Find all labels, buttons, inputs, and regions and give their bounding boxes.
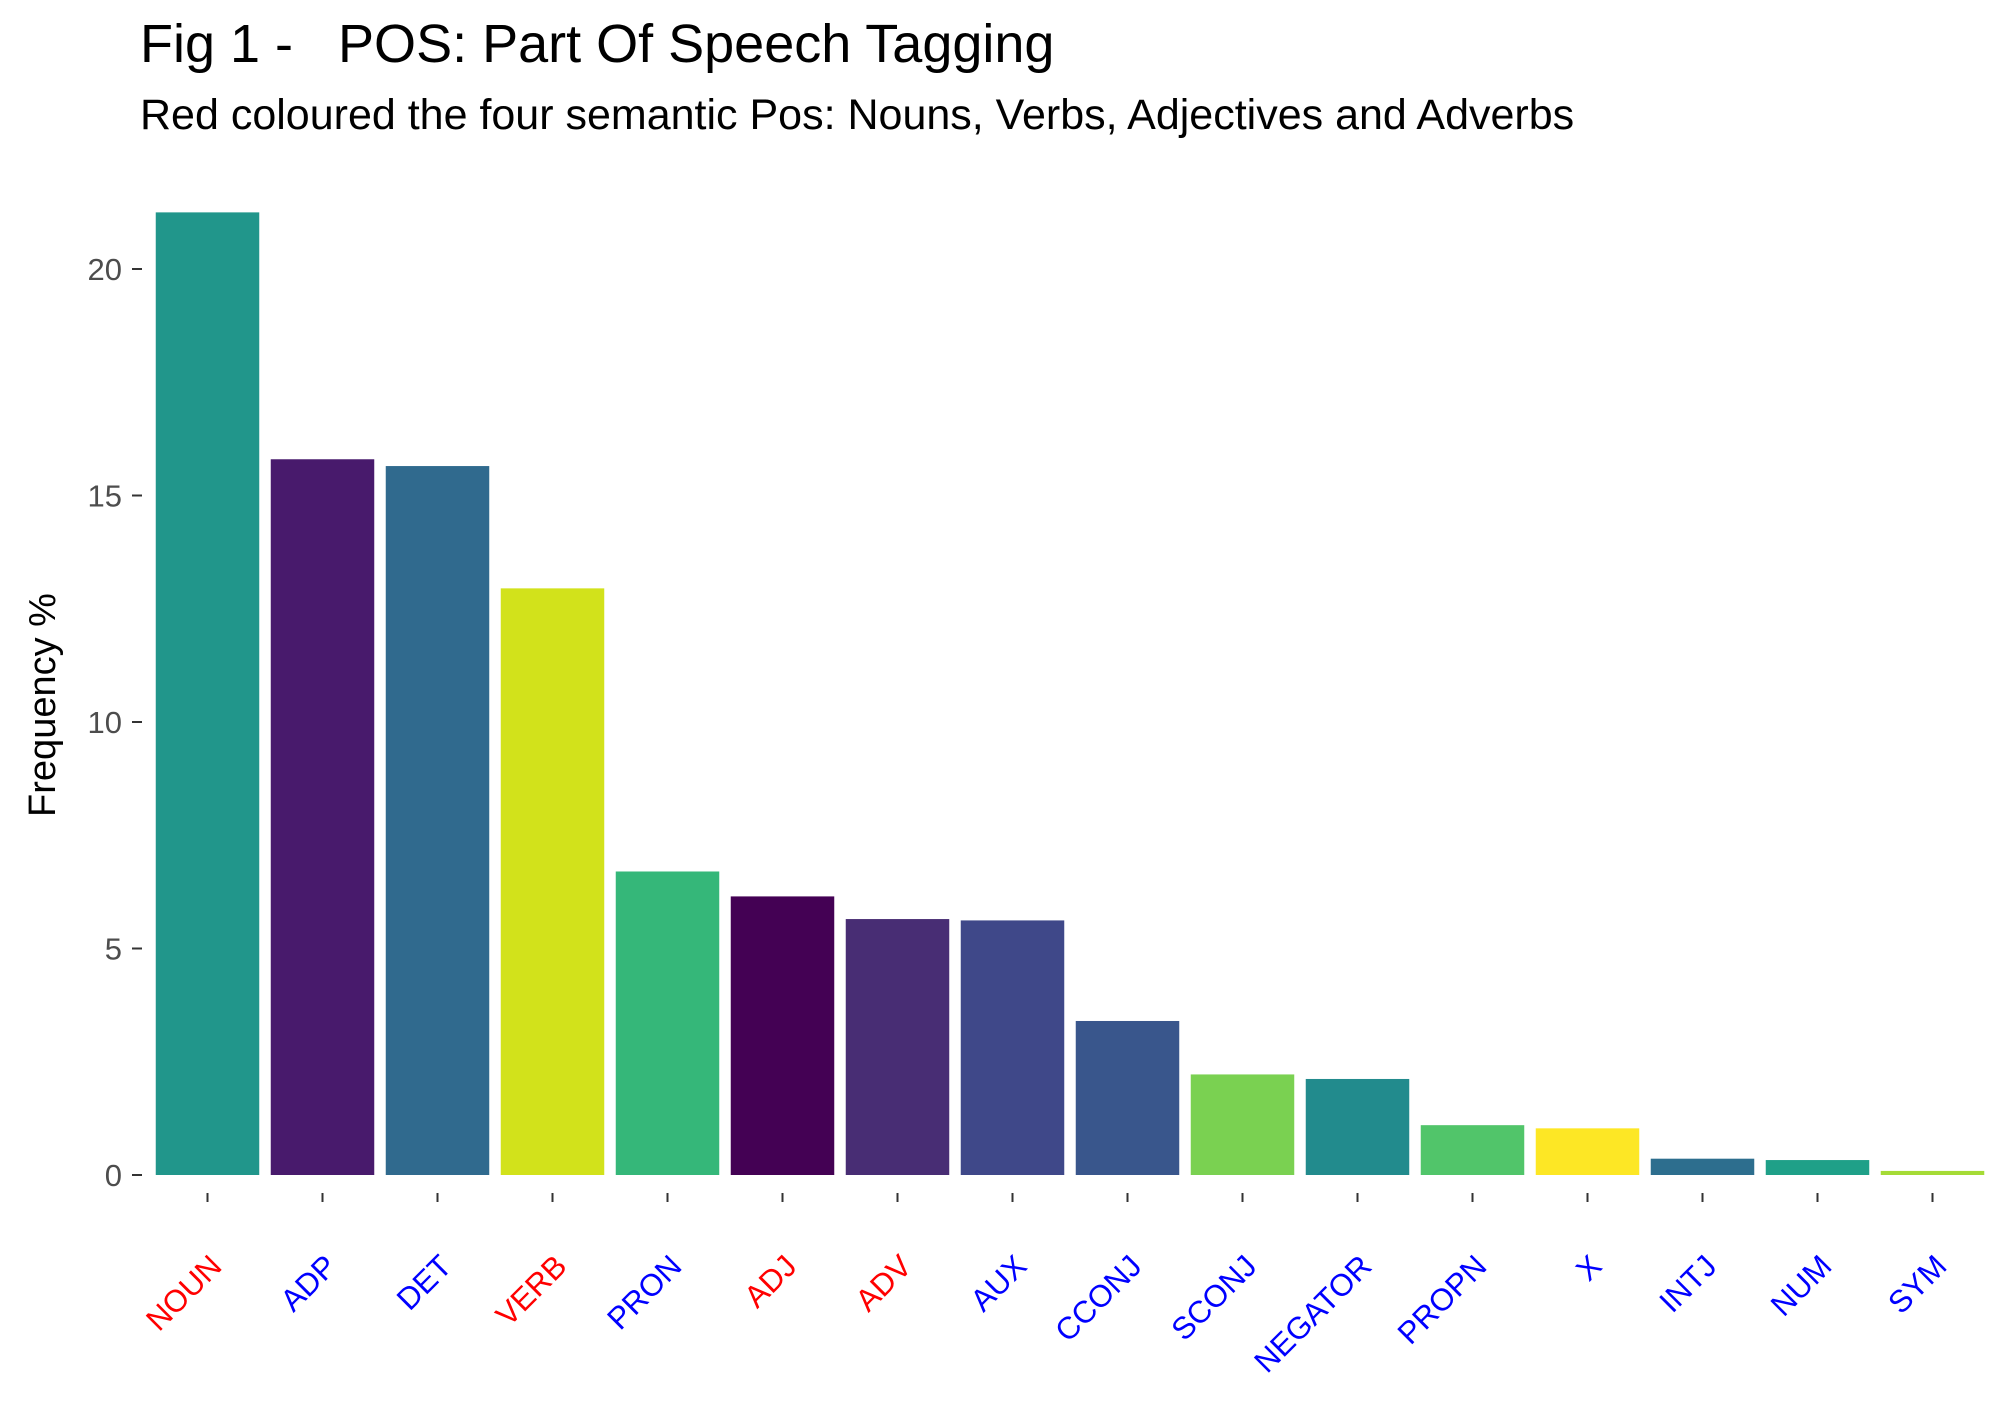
bar-pron — [615, 871, 720, 1175]
bar-negator — [1305, 1078, 1410, 1175]
y-axis: 0 5 10 15 20 — [88, 252, 142, 1193]
x-tick-label-adv: ADV — [849, 1248, 919, 1318]
y-axis-title: Frequency % — [22, 593, 64, 817]
bar-adv — [845, 919, 950, 1175]
bar-verb — [500, 588, 605, 1175]
bar-x — [1535, 1128, 1640, 1175]
x-tick-label-pron: PRON — [600, 1248, 688, 1336]
bar-aux — [960, 920, 1065, 1175]
x-tick-label-x: X — [1569, 1248, 1609, 1288]
x-tick-label-propn: PROPN — [1391, 1248, 1494, 1351]
bar-cconj — [1075, 1020, 1180, 1175]
bar-sym — [1880, 1170, 1985, 1175]
y-tick-label: 15 — [88, 479, 122, 514]
bar-sconj — [1190, 1074, 1295, 1175]
x-tick-label-intj: INTJ — [1652, 1248, 1723, 1319]
chart-title: Fig 1 - POS: Part Of Speech Tagging — [140, 14, 1055, 74]
x-tick-label-cconj: CCONJ — [1048, 1248, 1148, 1348]
bar-adj — [730, 896, 835, 1175]
x-tick-label-num: NUM — [1764, 1248, 1839, 1323]
bar-det — [385, 466, 490, 1175]
y-tick-label: 0 — [105, 1158, 122, 1193]
bar-noun — [155, 212, 260, 1175]
bar-num — [1765, 1160, 1870, 1175]
x-tick-label-negator: NEGATOR — [1247, 1248, 1378, 1379]
bar-propn — [1420, 1125, 1525, 1175]
x-tick-label-det: DET — [390, 1248, 459, 1317]
bar-intj — [1650, 1158, 1755, 1175]
x-tick-label-sconj: SCONJ — [1164, 1248, 1263, 1347]
x-tick-label-adp: ADP — [274, 1248, 344, 1318]
x-axis: NOUN ADP DET VERB PRON ADJ ADV AUX CCONJ SCONJNEG… — [139, 1193, 1953, 1379]
x-tick-label-noun: NOUN — [139, 1248, 228, 1337]
y-tick-label: 20 — [88, 252, 122, 287]
y-tick-label: 5 — [105, 932, 122, 967]
bar-adp — [270, 459, 375, 1175]
x-tick-label-verb: VERB — [489, 1248, 573, 1332]
x-tick-label-sym: SYM — [1881, 1248, 1953, 1320]
x-tick-label-adj: ADJ — [737, 1248, 803, 1314]
bars-group — [155, 212, 1985, 1175]
x-tick-label-aux: AUX — [964, 1248, 1034, 1318]
chart-subtitle: Red coloured the four semantic Pos: Noun… — [140, 91, 1575, 139]
y-tick-label: 10 — [88, 705, 122, 740]
